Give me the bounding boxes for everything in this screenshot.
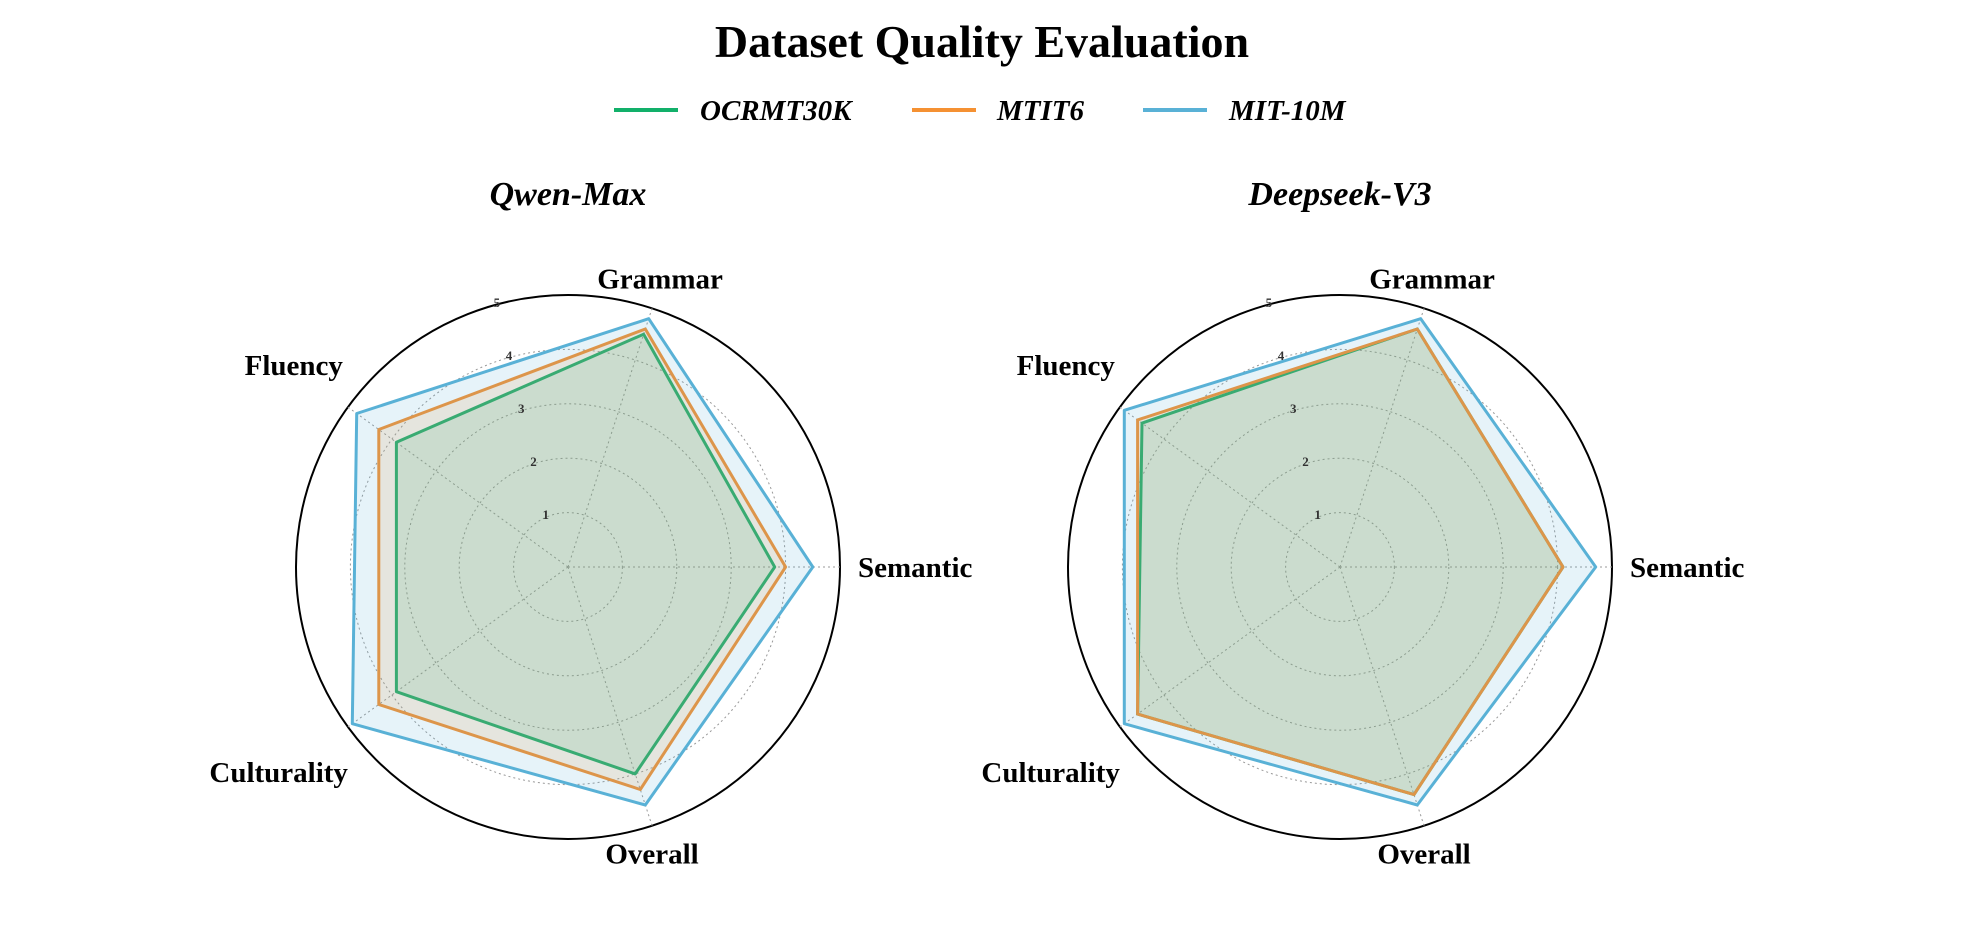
axis-label-culturality: Culturality	[981, 757, 1120, 789]
series-mtit6	[1136, 327, 1565, 797]
rtick-label-1: 1	[1315, 507, 1322, 522]
rtick-label-4: 4	[506, 348, 513, 363]
legend-item-mtit6: MTIT6	[912, 95, 1085, 127]
grid-circle-2	[1230, 457, 1450, 677]
grid-circle-1	[1285, 512, 1395, 622]
chart-subtitle: Deepseek-V3	[1247, 176, 1431, 213]
spoke-fluency	[347, 406, 569, 568]
axis-label-fluency: Fluency	[1017, 350, 1116, 382]
radar-chart-qwen-max: Qwen-Max 1 2 3 4 5 Semantic Grammar Fluency Cultu…	[209, 176, 972, 871]
spoke-overall	[1339, 566, 1425, 826]
legend-item-mit-10m: MIT-10M	[1143, 95, 1347, 127]
axis-label-overall: Overall	[605, 839, 698, 871]
spoke-culturality	[347, 566, 569, 728]
chart-title: Dataset Quality Evaluation	[715, 16, 1249, 67]
rtick-label-5: 5	[1266, 295, 1273, 310]
spoke-fluency	[1119, 406, 1341, 568]
grid-circle-3	[404, 403, 732, 731]
legend-label-ocrmt30k: OCRMT30K	[700, 95, 853, 127]
axis-label-fluency: Fluency	[245, 350, 344, 382]
radar-charts: Qwen-Max 1 2 3 4 5 Semantic Grammar Fluency Cultu…	[209, 176, 1744, 871]
axis-label-overall: Overall	[1377, 839, 1470, 871]
chart-subtitle: Qwen-Max	[490, 176, 647, 213]
spoke-grammar	[567, 308, 653, 568]
spoke-culturality	[1119, 566, 1341, 728]
legend: OCRMT30K MTIT6 MIT-10M	[614, 95, 1347, 127]
axis-label-grammar: Grammar	[1369, 263, 1495, 295]
legend-item-ocrmt30k: OCRMT30K	[614, 95, 853, 127]
rtick-label-5: 5	[494, 295, 501, 310]
series-mtit6	[377, 327, 788, 791]
grid-circle-1	[513, 512, 623, 622]
grid-circle-3	[1176, 403, 1504, 731]
axis-label-grammar: Grammar	[597, 263, 723, 295]
rtick-label-4: 4	[1278, 348, 1285, 363]
rtick-label-3: 3	[518, 401, 525, 416]
legend-label-mtit6: MTIT6	[996, 95, 1085, 127]
grid-circle-2	[458, 457, 678, 677]
rtick-label-1: 1	[543, 507, 550, 522]
axis-label-semantic: Semantic	[1630, 552, 1745, 584]
series-mit-10m	[1122, 317, 1598, 807]
legend-label-mit-10m: MIT-10M	[1228, 95, 1347, 127]
series-mit-10m	[350, 317, 815, 807]
rtick-label-2: 2	[530, 454, 537, 469]
rtick-label-3: 3	[1290, 401, 1297, 416]
rtick-label-2: 2	[1302, 454, 1309, 469]
spoke-grammar	[1339, 308, 1425, 568]
series-ocrmt30k	[394, 332, 777, 776]
spoke-overall	[567, 566, 653, 826]
radar-chart-deepseek-v3: Deepseek-V3 1 2 3 4 5 Semantic Grammar Fluency Cu…	[981, 176, 1744, 871]
axis-label-culturality: Culturality	[209, 757, 348, 789]
axis-label-semantic: Semantic	[858, 552, 973, 584]
